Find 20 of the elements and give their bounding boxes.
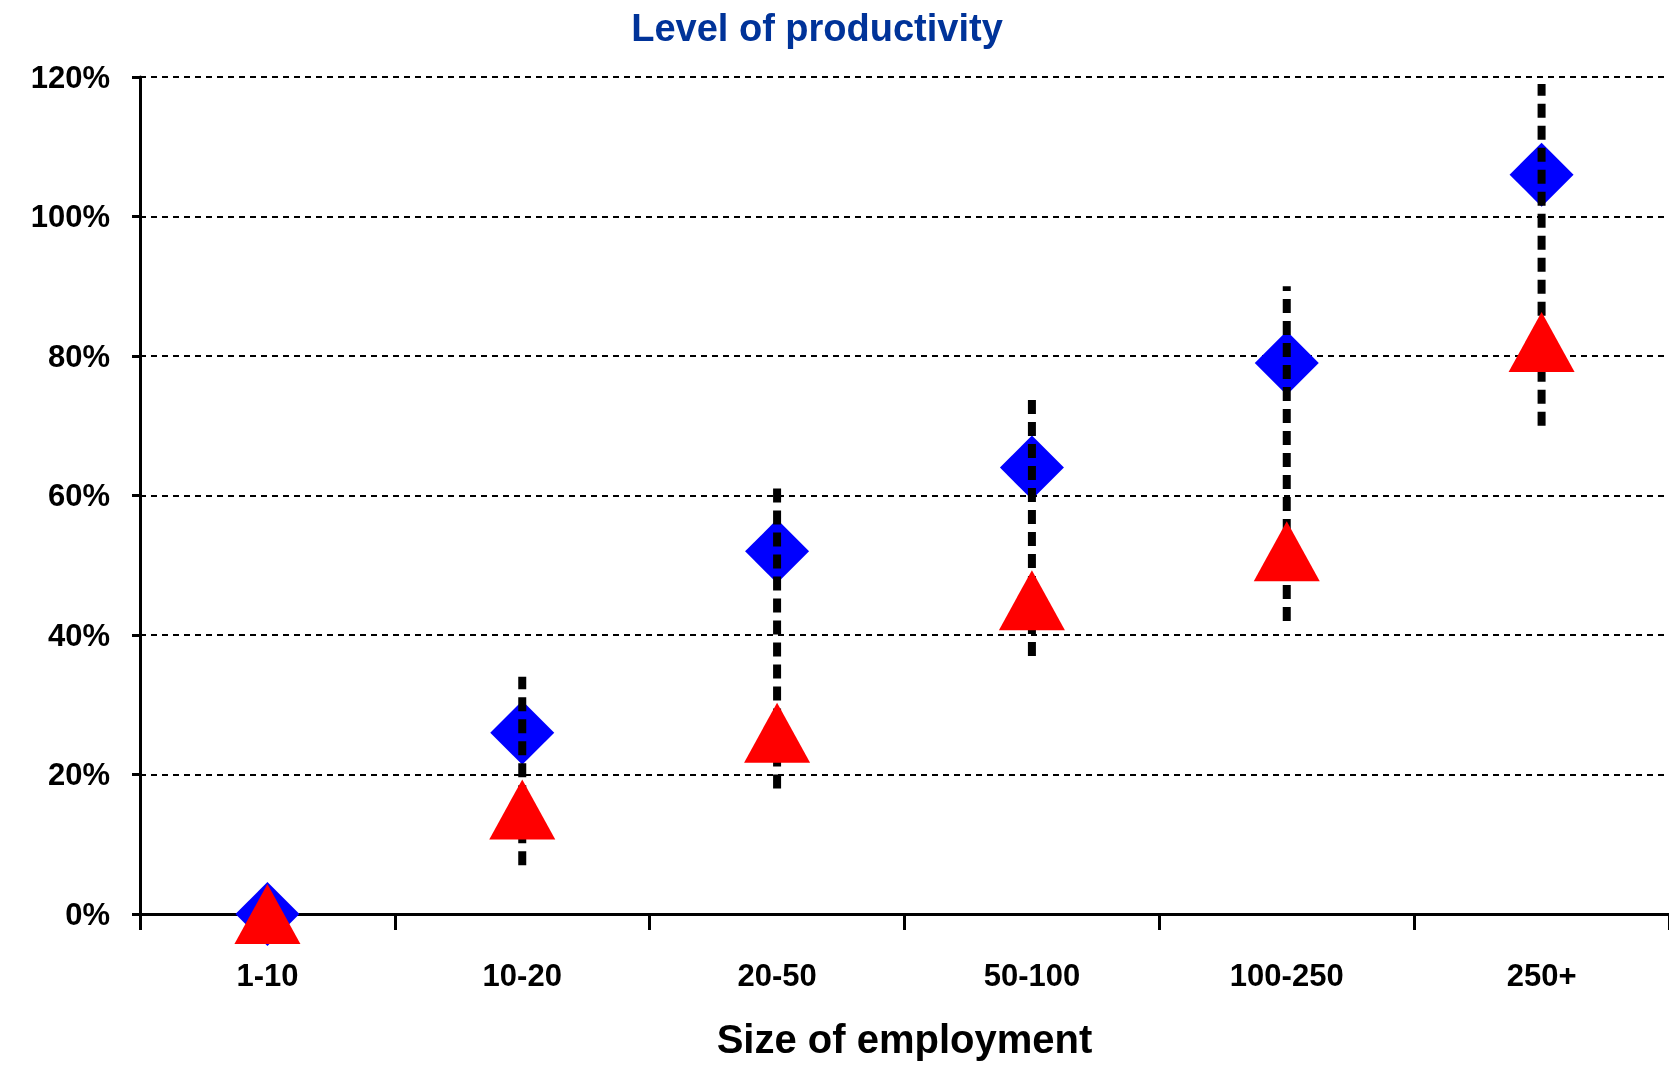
point: [1508, 312, 1575, 373]
x-tick-label: 1-10: [236, 958, 299, 993]
y-tick-label: 0%: [65, 896, 110, 932]
y-tick-label: 60%: [47, 478, 110, 513]
point: [489, 779, 556, 840]
x-tick-label: 20-50: [737, 958, 817, 993]
x-tick-label: 250+: [1506, 958, 1577, 993]
x-tick-label: 10-20: [482, 958, 562, 993]
y-tick-label: 20%: [47, 757, 110, 792]
y-tick-label: 120%: [30, 59, 110, 95]
point: [998, 570, 1065, 631]
point: [744, 702, 811, 763]
x-axis-title: Size of employment: [716, 1017, 1093, 1061]
chart-title: Level of productivity: [631, 7, 1003, 49]
point: [1253, 521, 1320, 582]
y-tick-label: 40%: [47, 617, 110, 653]
y-tick-label: 80%: [47, 338, 110, 374]
x-tick-label: 100-250: [1229, 958, 1344, 993]
x-tick-label: 50-100: [983, 958, 1081, 993]
y-tick-label: 100%: [30, 199, 110, 234]
